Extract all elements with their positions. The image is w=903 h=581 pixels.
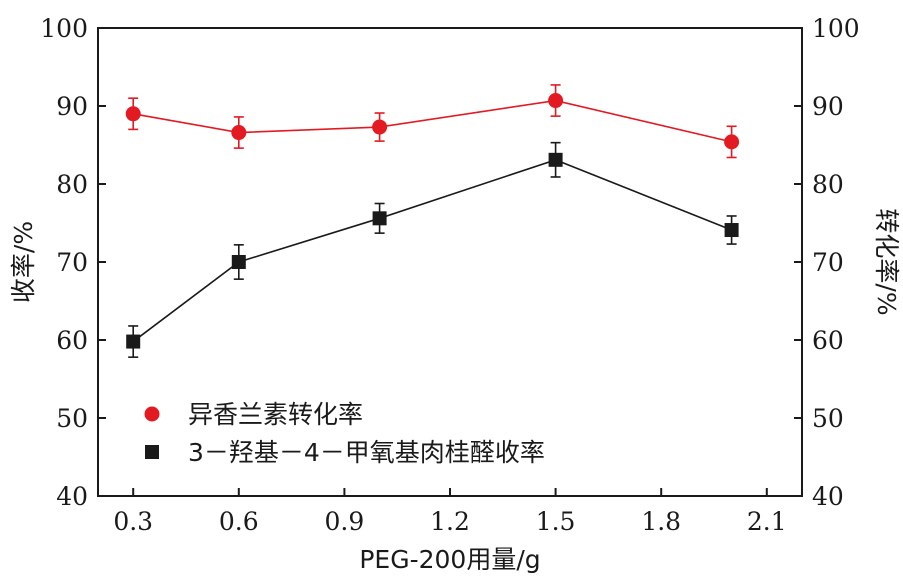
y-tick-label-right: 100	[812, 14, 860, 43]
data-point	[548, 152, 563, 167]
x-tick-label: 0.3	[113, 507, 153, 536]
series-2	[126, 141, 739, 358]
y-tick-label-left: 50	[56, 404, 88, 433]
x-axis-title: PEG-200用量/g	[359, 545, 540, 574]
data-point	[231, 125, 247, 141]
legend-marker	[144, 406, 160, 422]
legend-label: 3－羟基－4－甲氧基肉桂醛收率	[188, 438, 545, 467]
y-axis-right-title: 转化率/%	[872, 208, 901, 315]
series-line	[132, 158, 732, 343]
y-tick-label-right: 70	[812, 248, 844, 277]
x-tick-label: 2.1	[747, 507, 787, 536]
data-point	[372, 119, 388, 135]
y-tick-label-right: 60	[812, 326, 844, 355]
x-tick-label: 1.5	[536, 507, 576, 536]
data-point	[548, 93, 564, 109]
y-tick-label-left: 70	[56, 248, 88, 277]
data-point	[724, 223, 739, 238]
data-point	[126, 334, 141, 349]
y-tick-label-left: 40	[56, 482, 88, 511]
y-tick-label-left: 60	[56, 326, 88, 355]
legend-marker	[145, 445, 159, 459]
y-tick-label-left: 100	[40, 14, 88, 43]
y-tick-label-left: 90	[56, 92, 88, 121]
data-point	[724, 134, 740, 150]
y-tick-label-right: 80	[812, 170, 844, 199]
y-tick-label-left: 80	[56, 170, 88, 199]
plot-axes: 0.3 0.6 0.9 1.2 1.5 1.8 2.1 40 40 50 50 60 60 70 70 80 8…	[40, 14, 859, 536]
x-tick-label: 1.8	[641, 507, 681, 536]
legend: 异香兰素转化率 3－羟基－4－甲氧基肉桂醛收率	[144, 400, 545, 467]
series-1	[125, 84, 740, 159]
y-axis-left-title: 收率/%	[9, 221, 38, 303]
x-tick-label: 1.2	[430, 507, 470, 536]
y-tick-label-right: 40	[812, 482, 844, 511]
series-line	[133, 99, 732, 143]
series-layer	[125, 84, 740, 358]
data-point	[125, 106, 141, 122]
legend-label: 异香兰素转化率	[188, 400, 363, 429]
data-point	[231, 255, 246, 269]
x-tick-label: 0.6	[219, 507, 259, 536]
y-tick-label-right: 50	[812, 404, 844, 433]
y-tick-label-right: 90	[812, 92, 844, 121]
x-tick-label: 0.9	[325, 507, 365, 536]
data-point	[372, 211, 387, 226]
